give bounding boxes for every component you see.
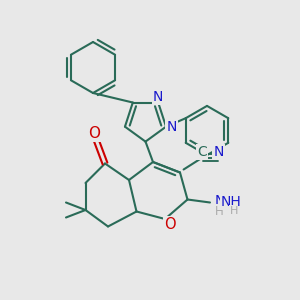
Text: N: N: [153, 90, 164, 104]
Text: N: N: [166, 120, 177, 134]
Text: O: O: [164, 217, 175, 232]
Text: N: N: [214, 145, 224, 159]
Text: H: H: [230, 206, 238, 216]
Text: O: O: [88, 126, 101, 141]
Text: H: H: [224, 200, 233, 214]
Text: C: C: [197, 145, 207, 159]
Text: H: H: [215, 205, 224, 218]
Text: N: N: [214, 194, 225, 208]
Text: NH: NH: [220, 196, 241, 209]
